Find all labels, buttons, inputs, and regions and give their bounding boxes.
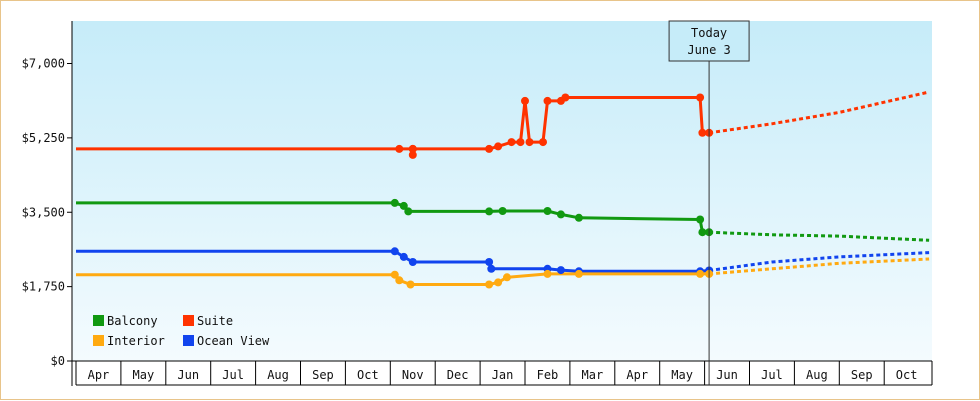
legend-label-suite: Suite	[197, 314, 233, 328]
series-forecast-balcony	[709, 230, 930, 242]
x-tick-label: Oct	[896, 368, 918, 382]
x-tick-label: Jan	[492, 368, 514, 382]
legend-label-balcony: Balcony	[107, 314, 158, 328]
x-tick-label: Jun	[177, 368, 199, 382]
x-tick-label: Jun	[716, 368, 738, 382]
data-point-suite	[698, 128, 707, 137]
data-point-balcony	[485, 207, 494, 216]
x-tick-label: Dec	[447, 368, 469, 382]
data-point-suite	[543, 96, 552, 105]
x-tick-label: Feb	[537, 368, 559, 382]
data-point-ocean-view	[556, 266, 565, 275]
data-point-interior	[485, 280, 494, 289]
series-forecast-suite	[708, 90, 930, 135]
data-point-suite	[561, 93, 570, 102]
data-point-balcony	[543, 207, 552, 215]
plot-area	[72, 21, 932, 361]
data-point-balcony	[498, 207, 507, 215]
legend-swatch-interior	[93, 335, 104, 346]
data-point-interior	[503, 273, 511, 282]
data-point-suite	[408, 144, 417, 153]
x-tick-label: Apr	[88, 368, 110, 382]
data-point-ocean-view	[485, 258, 494, 266]
data-point-balcony	[574, 213, 583, 222]
x-tick-label: May	[671, 368, 693, 382]
x-tick-label: Jul	[761, 368, 783, 382]
data-point-ocean-view	[408, 258, 417, 266]
data-point-suite	[525, 138, 534, 147]
series-forecast-interior	[708, 257, 930, 276]
x-tick-label: Apr	[626, 368, 648, 382]
x-tick-label: Jul	[222, 368, 244, 382]
data-point-suite	[521, 96, 529, 105]
data-point-balcony	[556, 210, 565, 219]
today-date: June 3	[687, 43, 730, 57]
y-tick-label: $1,750	[22, 280, 65, 294]
data-point-ocean-view	[399, 252, 408, 261]
data-point-interior	[390, 270, 399, 279]
data-point-suite	[507, 138, 516, 147]
x-tick-label: Nov	[402, 368, 424, 382]
data-point-suite	[494, 142, 503, 151]
data-point-interior	[574, 269, 583, 278]
data-point-interior	[543, 269, 552, 278]
data-point-suite	[539, 138, 547, 147]
data-point-interior	[494, 278, 503, 287]
legend-label-interior: Interior	[107, 334, 165, 348]
data-point-interior	[406, 280, 415, 289]
y-tick-label: $5,250	[22, 131, 65, 145]
x-tick-label: Aug	[806, 368, 828, 382]
data-point-suite	[696, 93, 705, 102]
series-forecast-ocean-view	[708, 251, 930, 272]
legend-label-ocean-view: Ocean View	[197, 334, 270, 348]
x-tick-label: Oct	[357, 368, 379, 382]
today-box	[668, 20, 750, 62]
x-tick-label: May	[133, 368, 155, 382]
data-point-suite	[395, 144, 404, 153]
legend-swatch-balcony	[93, 315, 104, 326]
x-tick-label: Sep	[851, 368, 873, 382]
data-point-balcony	[399, 201, 408, 210]
data-point-balcony	[390, 198, 399, 207]
x-tick-label: Mar	[582, 368, 604, 382]
data-point-suite	[485, 144, 494, 153]
legend-swatch-suite	[183, 315, 194, 326]
data-point-ocean-view	[390, 247, 399, 256]
y-tick-label: $3,500	[22, 205, 65, 219]
x-tick-label: Aug	[267, 368, 289, 382]
today-label: Today	[691, 26, 727, 40]
x-tick-label: Sep	[312, 368, 334, 382]
data-point-balcony	[404, 207, 413, 216]
data-point-ocean-view	[487, 264, 496, 273]
data-point-interior	[395, 276, 404, 285]
data-point-balcony	[698, 228, 707, 237]
data-point-suite	[516, 138, 525, 147]
y-tick-label: $0	[51, 354, 65, 368]
data-point-interior	[696, 269, 705, 278]
data-point-suite	[408, 150, 417, 159]
data-point-balcony	[696, 215, 705, 224]
legend-swatch-ocean-view	[183, 335, 194, 346]
y-tick-label: $7,000	[22, 57, 65, 71]
